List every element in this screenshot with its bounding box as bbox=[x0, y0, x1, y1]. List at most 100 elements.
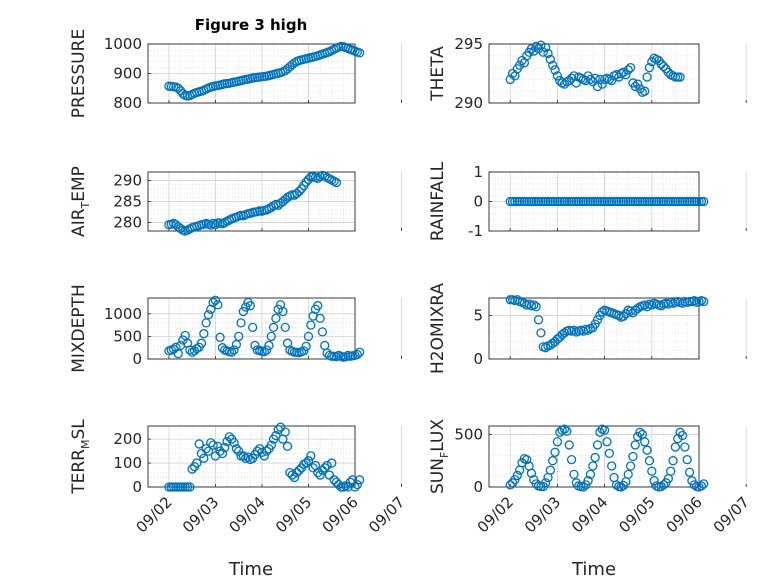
data-point bbox=[280, 427, 290, 437]
data-point bbox=[220, 442, 230, 453]
y-axis-label: THETA bbox=[428, 46, 448, 102]
data-point bbox=[171, 342, 181, 352]
data-point bbox=[194, 439, 204, 449]
data-point bbox=[640, 86, 650, 96]
data-point bbox=[677, 430, 688, 441]
axes-box bbox=[147, 425, 356, 488]
data-point bbox=[236, 318, 246, 328]
data-point bbox=[264, 340, 274, 351]
data-point bbox=[602, 437, 612, 447]
data-point bbox=[306, 320, 316, 330]
data-point bbox=[529, 300, 539, 310]
data-point bbox=[217, 448, 228, 459]
data-point bbox=[192, 343, 202, 354]
data-point bbox=[628, 451, 638, 462]
data-point bbox=[607, 75, 617, 86]
y-axis-label: PRESSURE bbox=[69, 29, 89, 118]
data-point bbox=[647, 466, 657, 476]
y-tick-label: 200 bbox=[113, 430, 142, 448]
data-point bbox=[583, 476, 593, 486]
data-point bbox=[689, 295, 699, 306]
y-tick-label: 500 bbox=[113, 327, 142, 345]
data-point bbox=[512, 295, 522, 305]
data-point bbox=[633, 79, 643, 89]
data-point bbox=[543, 48, 553, 59]
data-point bbox=[315, 313, 325, 323]
data-point bbox=[699, 196, 709, 207]
data-point bbox=[538, 47, 548, 57]
y-tick-label: 0 bbox=[473, 193, 483, 211]
data-point bbox=[213, 441, 223, 451]
data-point bbox=[531, 41, 541, 52]
data-point bbox=[199, 329, 209, 339]
data-point bbox=[343, 482, 353, 492]
data-point bbox=[185, 482, 195, 492]
data-point bbox=[592, 315, 603, 325]
data-point bbox=[630, 81, 640, 92]
data-point bbox=[308, 463, 318, 473]
data-point bbox=[611, 480, 622, 490]
data-point bbox=[555, 427, 565, 437]
data-point bbox=[289, 472, 300, 483]
y-tick-label: 900 bbox=[113, 65, 142, 83]
data-point bbox=[271, 430, 281, 441]
data-point bbox=[571, 78, 581, 88]
data-point bbox=[607, 461, 617, 471]
x-axis-label-right: Time bbox=[571, 559, 616, 580]
data-point bbox=[259, 347, 269, 357]
data-point bbox=[294, 186, 304, 197]
data-point bbox=[271, 313, 281, 323]
data-point bbox=[658, 480, 669, 490]
data-point bbox=[208, 440, 218, 450]
data-point bbox=[234, 446, 244, 456]
axes-box bbox=[488, 297, 700, 360]
axes-box bbox=[488, 425, 700, 488]
data-point bbox=[273, 304, 283, 314]
data-point bbox=[658, 61, 669, 72]
x-axis-label-left: Time bbox=[228, 559, 273, 580]
data-point bbox=[644, 456, 655, 466]
data-point bbox=[642, 445, 652, 455]
y-axis-label: H2OMIXRA bbox=[428, 283, 448, 374]
y-tick-label: 1000 bbox=[104, 305, 142, 323]
data-point bbox=[649, 476, 659, 486]
data-point bbox=[583, 325, 593, 335]
y-tick-label: 290 bbox=[113, 171, 142, 189]
data-point bbox=[292, 188, 302, 199]
data-point bbox=[590, 73, 600, 83]
data-point bbox=[592, 440, 603, 450]
data-point bbox=[196, 338, 207, 348]
data-point bbox=[261, 446, 272, 456]
y-tick-label: 5 bbox=[473, 306, 483, 324]
data-point bbox=[552, 437, 563, 447]
data-point bbox=[192, 458, 202, 468]
data-point bbox=[647, 300, 657, 310]
y-tick-label: 295 bbox=[454, 35, 483, 53]
data-point bbox=[275, 422, 286, 432]
data-point bbox=[322, 460, 332, 471]
data-point bbox=[206, 438, 216, 448]
data-point bbox=[317, 327, 328, 337]
y-tick-label: 1 bbox=[473, 163, 483, 181]
data-point bbox=[517, 55, 527, 66]
data-point bbox=[280, 322, 290, 333]
data-point bbox=[199, 453, 209, 463]
data-point bbox=[675, 72, 685, 82]
data-point bbox=[625, 461, 636, 471]
data-point bbox=[621, 70, 631, 80]
data-point bbox=[585, 469, 596, 480]
data-point bbox=[642, 302, 652, 312]
data-point bbox=[562, 426, 572, 436]
data-point bbox=[680, 442, 690, 452]
axes-box bbox=[147, 297, 356, 360]
data-point bbox=[173, 348, 183, 359]
data-point bbox=[210, 220, 221, 230]
data-point bbox=[222, 436, 232, 447]
data-point bbox=[684, 467, 695, 477]
data-point bbox=[261, 345, 272, 355]
data-point bbox=[203, 310, 214, 320]
data-point bbox=[248, 322, 258, 333]
data-point bbox=[640, 437, 650, 447]
data-point bbox=[278, 306, 288, 317]
